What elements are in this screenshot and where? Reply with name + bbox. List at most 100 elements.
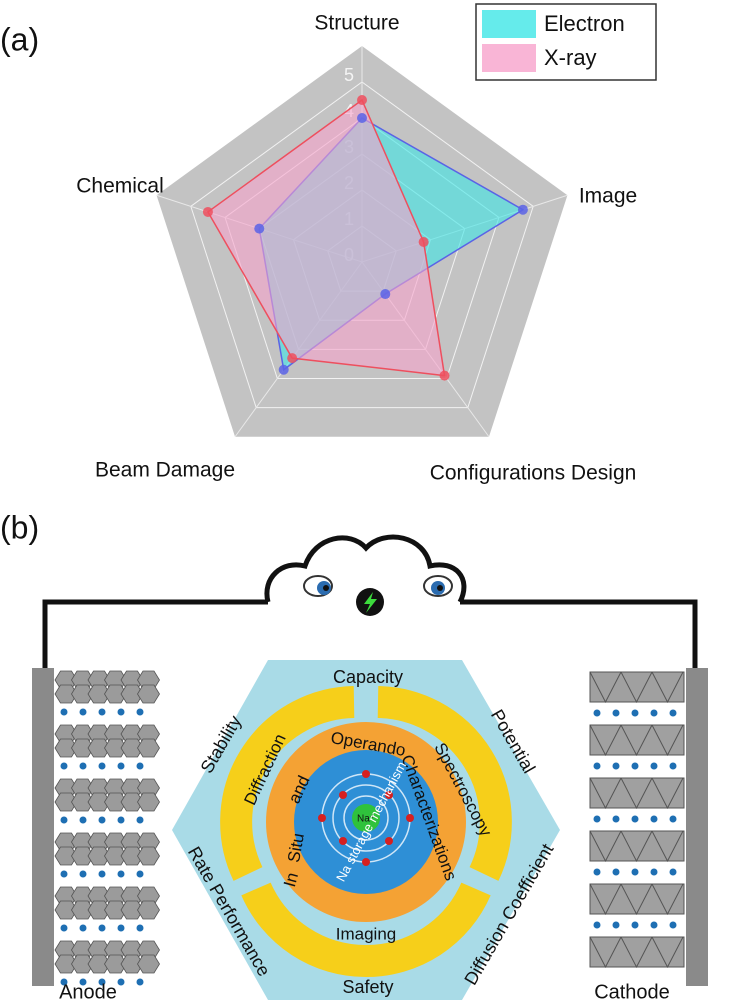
anode-ion: [136, 870, 144, 878]
anode-ion: [98, 870, 106, 878]
cathode-tri: [620, 830, 653, 863]
cathode-ion: [612, 762, 620, 770]
anode-ion: [98, 816, 106, 824]
panel-label: (b): [0, 509, 39, 545]
cathode-ion: [650, 815, 658, 823]
cathode-ion: [650, 762, 658, 770]
anode-ion: [117, 762, 125, 770]
axis-label: Chemical: [76, 175, 164, 198]
cathode-ion: [631, 815, 639, 823]
cathode-ion: [669, 921, 677, 929]
cathode-ion: [669, 815, 677, 823]
wire: [42, 599, 698, 670]
cathode-ion: [631, 921, 639, 929]
anode-ion: [136, 708, 144, 716]
cathode-ion: [593, 815, 601, 823]
anode-collector: [32, 668, 54, 986]
cathode-tri: [620, 724, 653, 757]
data-point: [278, 364, 289, 375]
cathode-tri: [651, 830, 684, 863]
anode-ion: [79, 924, 87, 932]
axis-label: Structure: [314, 12, 399, 35]
legend-swatch: [482, 10, 536, 38]
axis-label: Configurations Design: [430, 462, 637, 485]
data-point: [380, 289, 391, 300]
anode-ion: [136, 762, 144, 770]
anode-ion: [60, 978, 68, 986]
cathode-tri: [651, 671, 684, 704]
cathode-tri: [589, 830, 622, 863]
anode-ion: [60, 816, 68, 824]
ring-label: In: [280, 870, 302, 889]
ring-label: Situ: [284, 832, 308, 864]
cathode-ion: [593, 709, 601, 717]
cathode-block: [589, 830, 685, 862]
cathode-tri: [651, 936, 684, 969]
data-point: [287, 353, 298, 364]
electrons: [318, 770, 414, 866]
ion-label: Na⁺: [357, 814, 375, 825]
anode-ion: [60, 762, 68, 770]
anode-hex: [137, 738, 160, 758]
anode-ion: [136, 816, 144, 824]
anode-ion: [98, 762, 106, 770]
anode-hex: [137, 954, 160, 974]
cathode-ion: [669, 868, 677, 876]
data-point: [517, 204, 528, 215]
cathode-ion: [669, 762, 677, 770]
anode-ion: [79, 978, 87, 986]
cathode-tri: [651, 777, 684, 810]
cathode-tri: [620, 671, 653, 704]
data-point: [357, 113, 367, 123]
data-point: [418, 236, 429, 247]
legend: Electron X-ray: [475, 3, 657, 81]
cathode-ion: [612, 709, 620, 717]
legend-label: Electron: [544, 11, 625, 36]
anode-ion: [60, 708, 68, 716]
anode-ion: [98, 924, 106, 932]
cathode-ion: [650, 921, 658, 929]
anode-ion: [79, 870, 87, 878]
hex-label: Capacity: [333, 667, 403, 687]
data-point: [439, 370, 450, 381]
cathode-ion: [669, 709, 677, 717]
electrodes: [32, 668, 708, 986]
cathode-ion: [593, 762, 601, 770]
anode-ion: [79, 816, 87, 824]
cathode-tri: [651, 883, 684, 916]
panel-label: (a): [0, 21, 39, 57]
anode-ion: [60, 870, 68, 878]
cathode-tri: [620, 936, 653, 969]
ring-segments: [220, 686, 512, 977]
anode-ion: [117, 924, 125, 932]
cathode-ion: [612, 868, 620, 876]
anode-ion: [79, 762, 87, 770]
anode-label: Anode: [59, 981, 117, 1003]
cathode-tri: [589, 671, 622, 704]
data-point: [254, 223, 265, 234]
eyes: [303, 575, 453, 616]
cathode-tri: [620, 883, 653, 916]
grid-ring: [190, 81, 534, 409]
radar-chart: 012345StructureImageConfigurations Desig…: [76, 12, 637, 485]
anode-ion: [117, 708, 125, 716]
cathode-tri: [589, 936, 622, 969]
cathode-collector: [686, 668, 708, 986]
nucleus: [352, 804, 380, 832]
cathode-tri: [620, 777, 653, 810]
cathode-ion: [612, 921, 620, 929]
cathode-ion: [593, 921, 601, 929]
cathode-ion: [593, 868, 601, 876]
cathode-ion: [650, 709, 658, 717]
series-area: [206, 98, 446, 377]
data-point: [202, 206, 213, 217]
anode-ion: [98, 978, 106, 986]
ring-label: Imaging: [336, 924, 396, 943]
anode-ion: [60, 924, 68, 932]
cathode-ion: [631, 762, 639, 770]
axis-label: Beam Damage: [95, 459, 235, 482]
anode-ion: [79, 708, 87, 716]
anode-hex: [137, 846, 160, 866]
cathode-tri: [651, 724, 684, 757]
